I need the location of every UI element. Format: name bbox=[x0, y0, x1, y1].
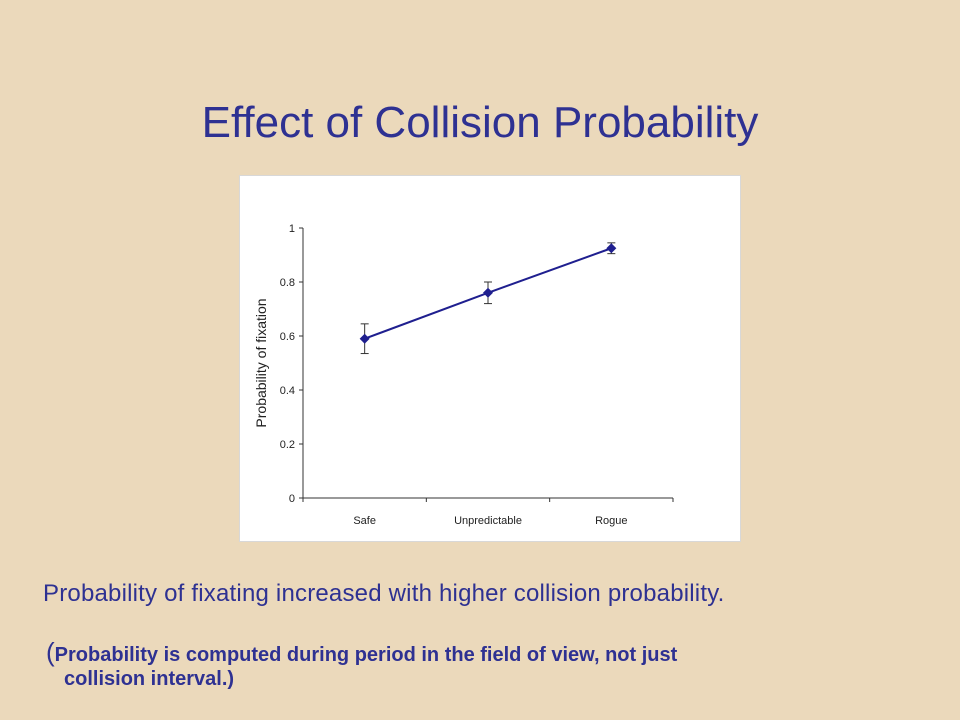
data-point bbox=[483, 287, 493, 298]
y-tick-label: 0.8 bbox=[280, 277, 295, 289]
note-line-1: Probability is computed during period in… bbox=[54, 644, 678, 666]
y-tick-label: 0.4 bbox=[280, 385, 295, 397]
data-point bbox=[359, 333, 370, 344]
y-tick-label: 0 bbox=[289, 493, 295, 505]
slide-title: Effect of Collision Probability bbox=[201, 98, 759, 147]
y-tick-label: 0.2 bbox=[280, 439, 295, 451]
x-tick-label: Unpredictable bbox=[454, 515, 522, 527]
y-tick-label: 1 bbox=[289, 223, 295, 235]
chart-svg: 0 0.2 0.4 0.6 0.8 1 Safe Unpredictable Rogue Prob… bbox=[253, 223, 674, 527]
note-line-2: collision interval.) bbox=[64, 668, 235, 690]
x-tick-label: Safe bbox=[353, 515, 376, 527]
chart: 0 0.2 0.4 0.6 0.8 1 Safe Unpredictable Rogue Prob… bbox=[239, 175, 741, 542]
data-point bbox=[606, 243, 617, 254]
y-tick-label: 0.6 bbox=[280, 331, 295, 343]
body-text: Probability of fixating increased with h… bbox=[43, 580, 725, 607]
note-open-paren: ( bbox=[46, 637, 55, 667]
note: (Probability is computed during period i… bbox=[46, 637, 926, 691]
x-tick-label: Rogue bbox=[595, 515, 627, 527]
y-axis-label: Probability of fixation bbox=[253, 298, 269, 427]
